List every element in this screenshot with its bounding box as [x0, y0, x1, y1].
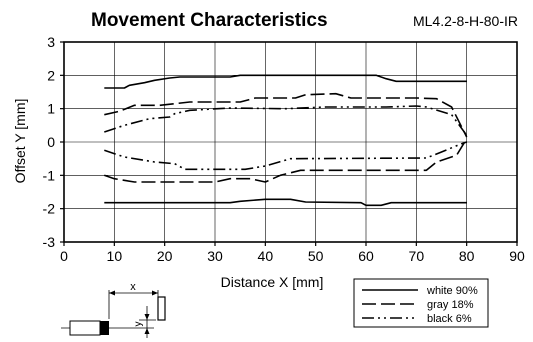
x-tick-label: 40: [258, 248, 274, 264]
x-arrow-right: [152, 290, 158, 296]
setup-diagram: x y: [61, 281, 166, 338]
y-arrow-top: [144, 314, 150, 320]
y-tick-label: -3: [43, 234, 56, 250]
chart-subtitle: ML4.2-8-H-80-IR: [413, 13, 518, 29]
legend-label-white: white 90%: [426, 285, 478, 297]
y-axis-label: Offset Y [mm]: [12, 99, 28, 184]
x-tick-label: 30: [207, 248, 223, 264]
legend: white 90% gray 18% black 6%: [353, 278, 489, 328]
x-tick-label: 70: [409, 248, 425, 264]
y-tick-label: -1: [43, 167, 56, 183]
x-tick-label: 50: [308, 248, 324, 264]
x-tick-label: 20: [157, 248, 173, 264]
x-tick-label: 60: [358, 248, 374, 264]
legend-label-gray: gray 18%: [427, 299, 474, 311]
series-line-gray-upper: [104, 92, 468, 138]
series-line-black-upper: [104, 105, 468, 136]
legend-label-black: black 6%: [427, 313, 472, 325]
y-dimension-label: y: [133, 322, 144, 327]
x-axis-label: Distance X [mm]: [221, 274, 324, 290]
y-tick-label: 1: [47, 101, 55, 117]
legend-box: [353, 278, 489, 328]
series-line-white-upper: [104, 74, 467, 89]
y-arrow-bottom: [144, 328, 150, 334]
series-line-gray-lower: [104, 138, 468, 183]
y-tick-label: -2: [43, 201, 56, 217]
sensor-body: [69, 320, 101, 336]
series-line-white-lower: [104, 198, 467, 207]
chart-title: Movement Characteristics: [91, 10, 328, 31]
sensor-head: [100, 321, 109, 335]
series-lines: [104, 74, 468, 207]
series-line-black-lower: [104, 141, 467, 171]
y-tick-label: 0: [47, 134, 55, 150]
x-tick-label: 0: [60, 248, 68, 264]
y-tick-label: 2: [47, 67, 55, 83]
x-dimension-label: x: [130, 281, 136, 293]
y-tick-label: 3: [47, 34, 55, 50]
tick-labels: 0 10 20 30 40 50 60 70 80 90 -3 -2 -1 0 1 2 3: [43, 34, 525, 264]
x-tick-label: 80: [459, 248, 475, 264]
target-object: [157, 296, 166, 321]
x-tick-label: 90: [509, 248, 525, 264]
x-arrow-left: [109, 290, 115, 296]
x-tick-label: 10: [107, 248, 123, 264]
grid: [64, 42, 517, 242]
